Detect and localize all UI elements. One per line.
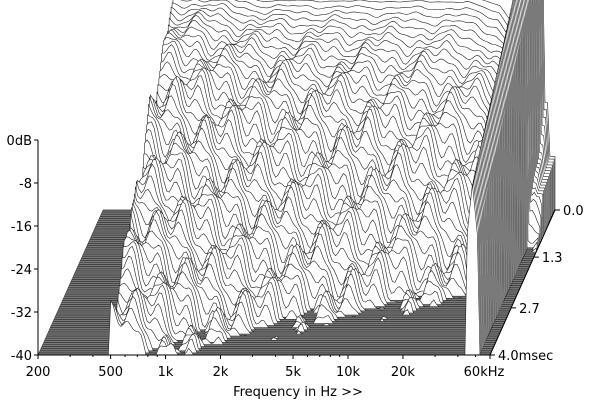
- z-tick-layer: 0.0 1.3 2.7 4.0msec: [490, 204, 584, 364]
- time-tick-label: 2.7: [519, 302, 540, 317]
- y-tick-label: -8: [19, 177, 32, 192]
- x-tick-label: 20k: [391, 365, 416, 380]
- decay-slice: [38, 179, 491, 354]
- decay-slice: [44, 154, 497, 341]
- x-tick-layer: 200 500 1k 2k 5k 10k 20k 60kHz: [26, 355, 505, 380]
- decay-slice: [51, 124, 504, 326]
- y-tick-label: -24: [11, 263, 32, 278]
- x-tick-label: 1k: [158, 365, 174, 380]
- time-tick-label: 1.3: [542, 251, 563, 266]
- decay-slice: [50, 128, 503, 328]
- axis-layer: [37, 140, 556, 356]
- y-tick-label: -32: [11, 306, 32, 321]
- x-axis-title: Frequency in Hz >>: [233, 385, 363, 400]
- decay-slice: [52, 119, 505, 324]
- x-tick-label: 2k: [213, 365, 229, 380]
- y-tick-label: -16: [11, 220, 32, 235]
- x-tick-label: 60kHz: [464, 365, 505, 380]
- y-tick-label: 0dB: [7, 134, 32, 149]
- x-tick-label: 200: [26, 365, 51, 380]
- x-tick-label: 10k: [336, 365, 361, 380]
- y-tick-layer: 0dB -8 -16 -24 -32 -40: [7, 134, 38, 364]
- x-tick-label: 5k: [285, 365, 301, 380]
- z-axis-line: [489, 209, 556, 356]
- x-tick-label: 500: [98, 365, 123, 380]
- slice-layer: [38, 0, 556, 356]
- time-tick-label: 0.0: [563, 204, 584, 219]
- time-tick-label: 4.0msec: [498, 349, 553, 364]
- y-tick-label: -40: [11, 349, 32, 364]
